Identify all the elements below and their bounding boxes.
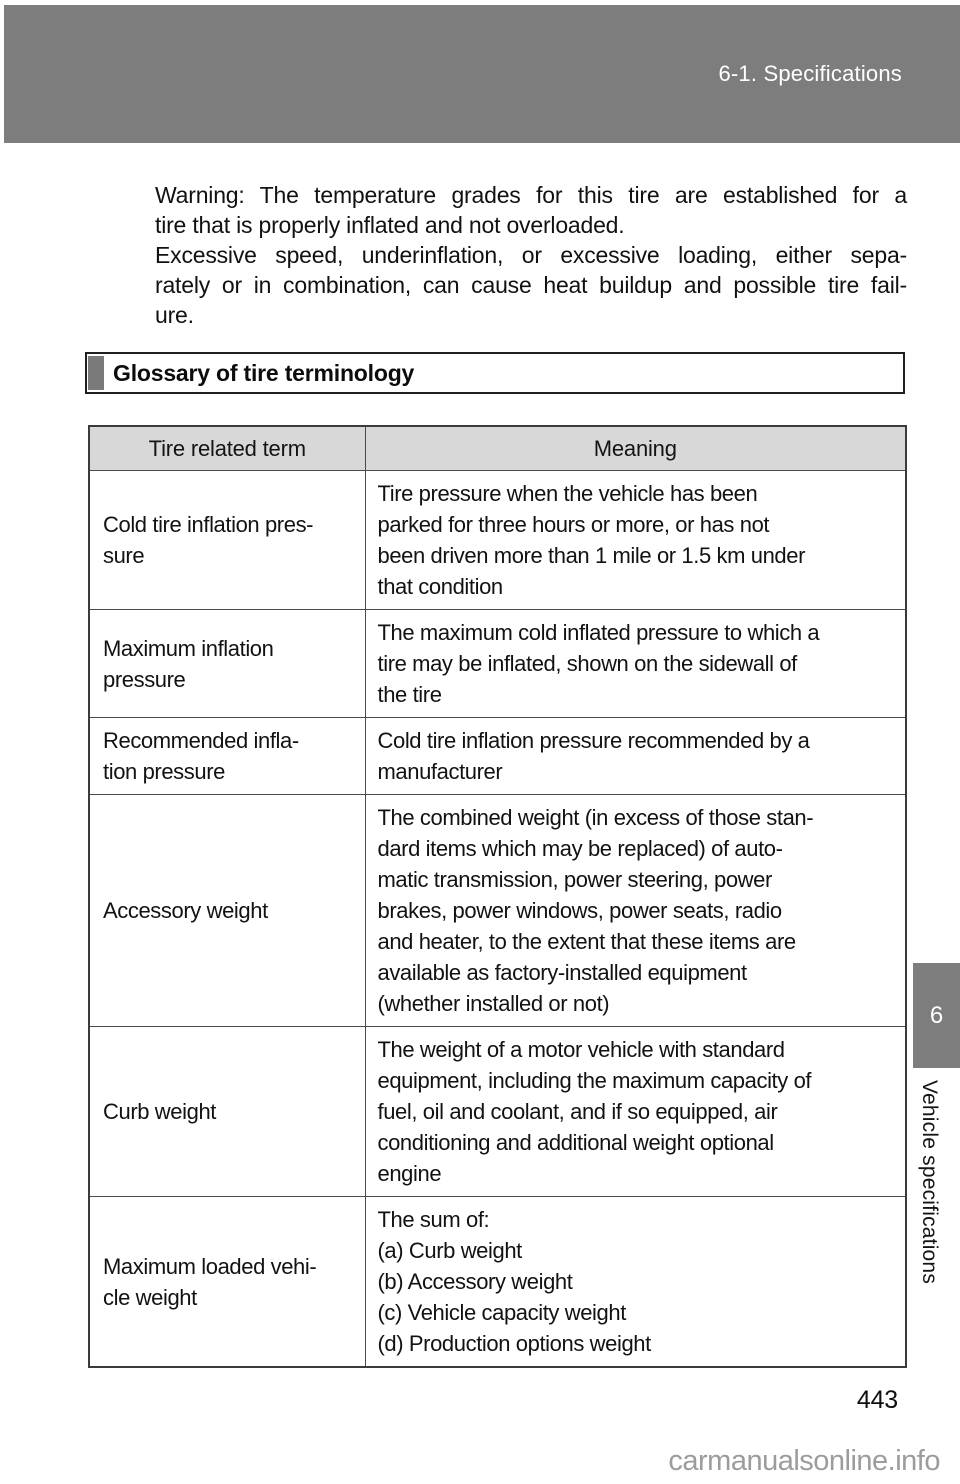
warning-line: rately or in combination, can cause heat… xyxy=(155,272,907,298)
meaning-cell: The weight of a motor vehicle with stand… xyxy=(364,1026,907,1197)
warning-paragraph: Warning: The temperature grades for this… xyxy=(155,180,907,330)
term-cell: Maximum loaded vehi- cle weight xyxy=(88,1196,366,1368)
table-row: Accessory weight The combined weight (in… xyxy=(88,794,907,1027)
column-header-term: Tire related term xyxy=(88,425,366,471)
section-accent-block xyxy=(88,356,104,390)
section-title: Glossary of tire terminology xyxy=(113,359,415,386)
section-heading-box: Glossary of tire terminology xyxy=(85,352,905,394)
chapter-side-label: Vehicle specifications xyxy=(918,1080,941,1285)
glossary-table: Tire related term Meaning Cold tire infl… xyxy=(88,425,907,1368)
warning-line: tire that is properly inflated and not o… xyxy=(155,212,625,238)
warning-line: Excessive speed, underinflation, or exce… xyxy=(155,242,907,268)
term-cell: Cold tire inflation pres- sure xyxy=(88,470,366,610)
warning-line: Warning: The temperature grades for this… xyxy=(155,182,907,208)
term-cell: Recommended infla- tion pressure xyxy=(88,717,366,795)
meaning-cell: The sum of: (a) Curb weight (b) Accessor… xyxy=(364,1196,907,1368)
term-cell: Curb weight xyxy=(88,1026,366,1197)
page-number: 443 xyxy=(856,1386,898,1414)
chapter-header-title: 6-1. Specifications xyxy=(718,61,902,86)
table-row: Maximum inflation pressure The maximum c… xyxy=(88,609,907,718)
chapter-header-bar: 6-1. Specifications xyxy=(4,5,960,143)
meaning-cell: Tire pressure when the vehicle has been … xyxy=(364,470,907,610)
table-row: Curb weight The weight of a motor vehicl… xyxy=(88,1026,907,1197)
term-cell: Maximum inflation pressure xyxy=(88,609,366,718)
table-row: Maximum loaded vehi- cle weight The sum … xyxy=(88,1196,907,1368)
chapter-side-tab: 6 xyxy=(913,963,960,1068)
table-header-row: Tire related term Meaning xyxy=(88,425,907,471)
table-row: Cold tire inflation pres- sure Tire pres… xyxy=(88,470,907,610)
meaning-cell: The combined weight (in excess of those … xyxy=(364,794,907,1027)
meaning-cell: The maximum cold inflated pressure to wh… xyxy=(364,609,907,718)
term-cell: Accessory weight xyxy=(88,794,366,1027)
chapter-number: 6 xyxy=(929,1001,944,1029)
meaning-cell: Cold tire inflation pressure recommended… xyxy=(364,717,907,795)
warning-line: ure. xyxy=(155,302,194,328)
watermark-text: carmanualsonline.info xyxy=(668,1445,940,1477)
table-row: Recommended infla- tion pressure Cold ti… xyxy=(88,717,907,795)
column-header-meaning: Meaning xyxy=(364,425,907,471)
